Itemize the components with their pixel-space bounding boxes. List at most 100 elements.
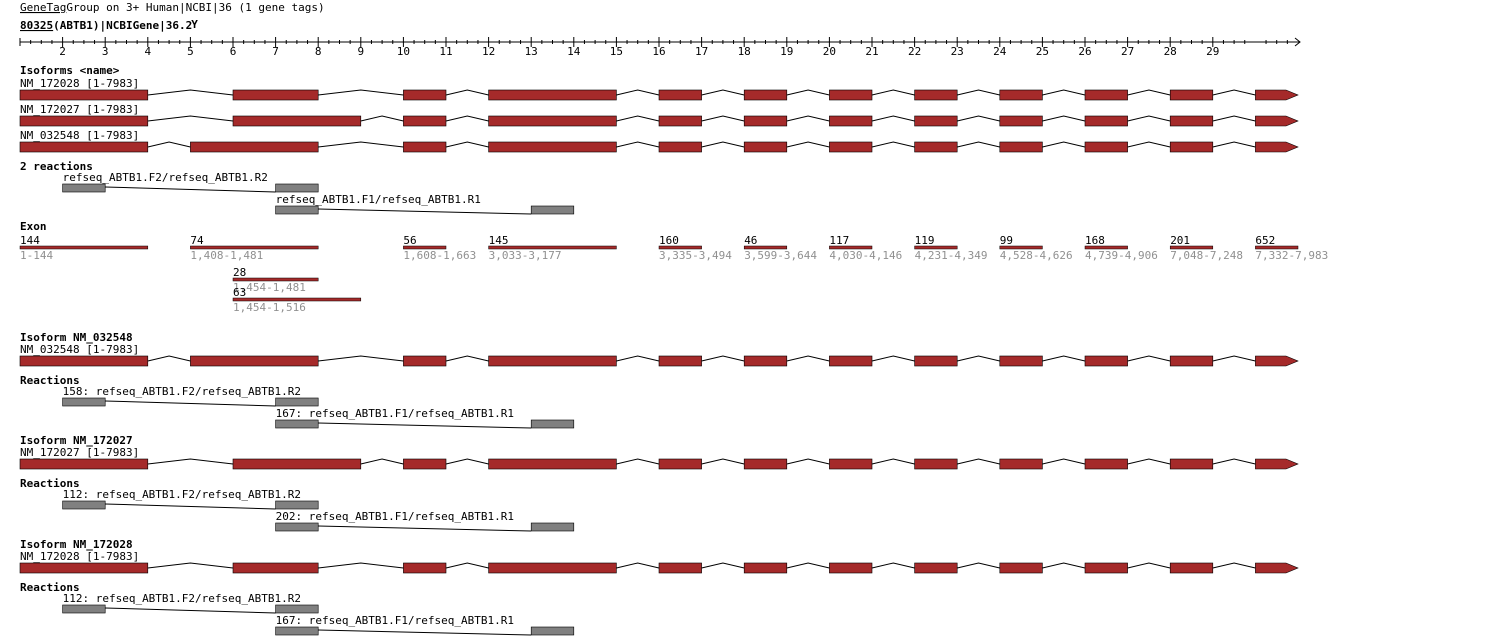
isoform-detail-track-exon [1169, 355, 1214, 367]
page-title-text: Group on 3+ Human|NCBI|36 (1 gene tags) [66, 1, 324, 14]
ruler-label: 19 [780, 45, 793, 58]
isoform-reaction-box [275, 419, 319, 429]
isoform-track-intron [318, 141, 404, 148]
isoform-track-exon [1255, 115, 1299, 127]
isoform-track-exon [1169, 89, 1214, 101]
isoform-track-exon [914, 89, 958, 101]
isoform-track-exon [1255, 141, 1299, 153]
exon-bar [190, 245, 319, 250]
exon-length: 63 [233, 286, 246, 299]
isoform-track-exon [1255, 89, 1299, 101]
isoform-detail-heading: Isoform NM_032548 [20, 331, 133, 344]
isoform-track-exon [19, 141, 149, 153]
isoform-detail-track-intron [147, 458, 234, 465]
isoform-detail-track-exon [999, 355, 1043, 367]
ruler-label: 3 [102, 45, 109, 58]
isoform-detail-track-exon [658, 562, 702, 574]
exon-range: 4,528-4,626 [1000, 249, 1073, 262]
isoform-detail-track-intron [957, 562, 1000, 569]
isoform-track-exon [488, 115, 617, 127]
isoform-detail-track-exon [19, 562, 149, 574]
ruler-label: 17 [695, 45, 708, 58]
ruler-label: 26 [1078, 45, 1091, 58]
ruler-label: 7 [272, 45, 279, 58]
isoform-detail-track-exon [1084, 458, 1128, 470]
exon-length: 144 [20, 234, 40, 247]
ruler-label: 20 [823, 45, 836, 58]
isoform-reaction-box [275, 522, 319, 532]
exon-length: 28 [233, 266, 246, 279]
exon-range: 1,408-1,481 [190, 249, 263, 262]
exon-range: 1-144 [20, 249, 53, 262]
diagram-content: 2 3 4 5 6 7 8 9 10 11 12 13 14 15 16 17 18 19 20 21 22 23 24 25… [19, 37, 1328, 636]
isoform-track-intron [445, 89, 489, 96]
exon-length: 117 [829, 234, 849, 247]
genetag-link[interactable]: GeneTag [20, 1, 66, 14]
isoform-detail-track-exon [743, 458, 788, 470]
isoform-detail-track-intron [616, 355, 660, 362]
isoform-track-intron [701, 141, 745, 148]
exon-length: 74 [190, 234, 204, 247]
isoform-track-exon [1169, 141, 1214, 153]
isoform-track-intron [1212, 89, 1256, 96]
isoform-track-intron [871, 141, 915, 148]
isoform-detail-track-exon [488, 355, 617, 367]
isoform-track-intron [318, 89, 404, 96]
isoform-track-intron [616, 115, 660, 122]
exon-bar [1169, 245, 1214, 250]
isoform-detail-track-exon [403, 355, 447, 367]
isoform-reaction-box [62, 604, 106, 614]
isoform-detail-track-intron [1042, 562, 1086, 569]
gene-subtitle-text: (ABTB1)|NCBIGene|36.2 [53, 19, 192, 32]
isoform-track-exon [232, 115, 362, 127]
isoform-reaction-label: 112: refseq_ABTB1.F2/refseq_ABTB1.R2 [63, 592, 301, 605]
exon-range: 4,231-4,349 [915, 249, 988, 262]
isoform-detail-track-exon [1169, 458, 1214, 470]
isoform-track-exon [658, 89, 702, 101]
isoform-track-intron [445, 115, 489, 122]
isoform-track-exon [914, 115, 958, 127]
isoform-detail-track-exon [914, 458, 958, 470]
isoform-reaction-link [105, 503, 276, 510]
isoform-detail-track-exon [1084, 562, 1128, 574]
isoform-track-intron [616, 89, 660, 96]
isoform-track-exon [743, 89, 788, 101]
isoform-track-exon [1084, 89, 1128, 101]
isoform-track-intron [957, 115, 1000, 122]
isoform-reaction-box [530, 419, 575, 429]
isoform-detail-track-exon [658, 355, 702, 367]
isoforms-heading: Isoforms <name> [20, 64, 120, 77]
isoform-detail-track-exon [914, 355, 958, 367]
exon-length: 201 [1170, 234, 1190, 247]
isoform-track-intron [957, 141, 1000, 148]
isoform-detail-track-exon [829, 458, 873, 470]
ruler-label: 15 [610, 45, 623, 58]
isoform-detail-track-intron [1042, 458, 1086, 465]
page-title: GeneTagGroup on 3+ Human|NCBI|36 (1 gene… [20, 1, 325, 14]
isoform-detail-track-intron [786, 562, 830, 569]
ruler-label: 14 [567, 45, 581, 58]
isoform-reaction-label: 158: refseq_ABTB1.F2/refseq_ABTB1.R2 [63, 385, 301, 398]
exon-range: 3,599-3,644 [744, 249, 817, 262]
isoform-detail-track-intron [957, 458, 1000, 465]
isoform-track-intron [1212, 115, 1256, 122]
isoform-reaction-link [318, 629, 532, 636]
isoform-label: NM_032548 [1-7983] [20, 129, 139, 142]
exon-bar [1084, 245, 1128, 250]
gene-id-link[interactable]: 80325 [20, 19, 53, 32]
isoform-detail-track-exon [190, 355, 319, 367]
isoform-detail-track-intron [147, 355, 191, 362]
isoform-reaction-link [105, 607, 276, 614]
isoform-reactions-heading: Reactions [20, 477, 80, 490]
exon-range: 3,033-3,177 [489, 249, 562, 262]
isoform-track-intron [616, 141, 660, 148]
isoform-reaction-box [275, 397, 319, 407]
isoform-track-exon [743, 141, 788, 153]
reactions-heading: 2 reactions [20, 160, 93, 173]
isoform-track-exon [829, 141, 873, 153]
isoform-track-intron [147, 115, 234, 122]
isoform-detail-track-exon [1169, 562, 1214, 574]
isoform-track-intron [957, 89, 1000, 96]
isoform-detail-track-intron [1212, 355, 1256, 362]
exon-bar [743, 245, 788, 250]
